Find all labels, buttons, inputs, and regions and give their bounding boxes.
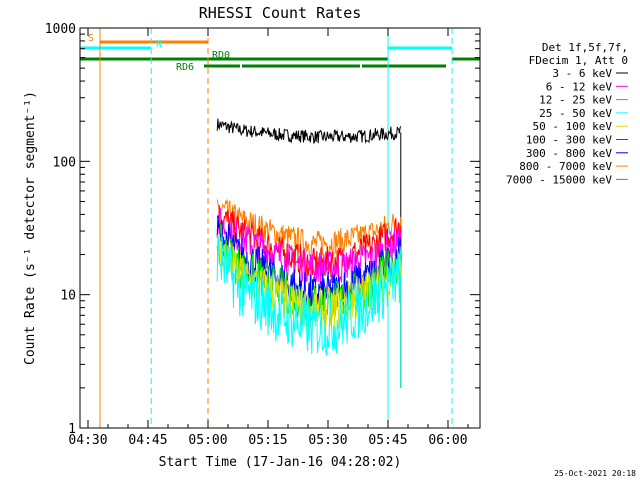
y-axis-label: Count Rate (s⁻¹ detector segment⁻¹) bbox=[23, 91, 38, 365]
x-tick-label-05-15: 05:15 bbox=[248, 433, 287, 448]
flag-label-n: N bbox=[156, 39, 162, 50]
series-6-12-kev bbox=[216, 207, 402, 285]
legend-label-800-7000-kev: 800 - 7000 keV bbox=[519, 160, 612, 173]
flag-label-s: S bbox=[88, 33, 94, 44]
legend-label-25-50-kev: 25 - 50 keV bbox=[539, 107, 612, 120]
y-tick-label-100: 100 bbox=[53, 155, 76, 170]
legend-label-50-100-kev: 50 - 100 keV bbox=[533, 120, 613, 133]
flag-label-rd0: RD0 bbox=[212, 50, 230, 61]
legend-label-3-6-kev: 3 - 6 keV bbox=[552, 67, 612, 80]
footer-timestamp: 25-Oct-2021 20:18 bbox=[554, 469, 636, 478]
x-tick-label-05-00: 05:00 bbox=[188, 433, 227, 448]
legend-label-100-300-kev: 100 - 300 keV bbox=[526, 134, 612, 147]
y-tick-label-10: 10 bbox=[60, 289, 76, 304]
legend-label-12-25-kev: 12 - 25 keV bbox=[539, 94, 612, 107]
data-series bbox=[216, 118, 402, 388]
legend-label-6-12-kev: 6 - 12 keV bbox=[546, 80, 613, 93]
x-axis-label: Start Time (17-Jan-16 04:28:02) bbox=[159, 455, 402, 470]
legend-label-300-800-kev: 300 - 800 keV bbox=[526, 147, 612, 160]
flag-label-rd6: RD6 bbox=[176, 62, 194, 73]
series-800-7000-kev bbox=[216, 199, 402, 258]
legend-header-0: Det 1f,5f,7f, bbox=[542, 41, 628, 54]
series-25-50-kev bbox=[216, 235, 402, 356]
plot-frame bbox=[79, 27, 481, 429]
chart-title: RHESSI Count Rates bbox=[199, 4, 362, 22]
x-tick-label-05-30: 05:30 bbox=[308, 433, 347, 448]
x-tick-label-04-30: 04:30 bbox=[68, 433, 107, 448]
y-tick-label-1: 1 bbox=[68, 422, 76, 437]
legend-header-1: FDecim 1, Att 0 bbox=[529, 54, 628, 67]
x-tick-label-06-00: 06:00 bbox=[428, 433, 467, 448]
y-tick-label-1000: 1000 bbox=[45, 22, 76, 37]
flag-bars: S N RD0 RD6 bbox=[80, 33, 480, 73]
x-axis-ticks: 04:30 04:45 05:00 05:15 05:30 05:45 06:00 bbox=[68, 28, 469, 448]
series-3-6-kev bbox=[216, 118, 402, 145]
x-tick-label-05-45: 05:45 bbox=[368, 433, 407, 448]
legend-label-7000-15000-kev: 7000 - 15000 keV bbox=[506, 173, 612, 186]
x-tick-label-04-45: 04:45 bbox=[128, 433, 167, 448]
y-axis-ticks: 1 10 100 1000 bbox=[45, 22, 480, 437]
